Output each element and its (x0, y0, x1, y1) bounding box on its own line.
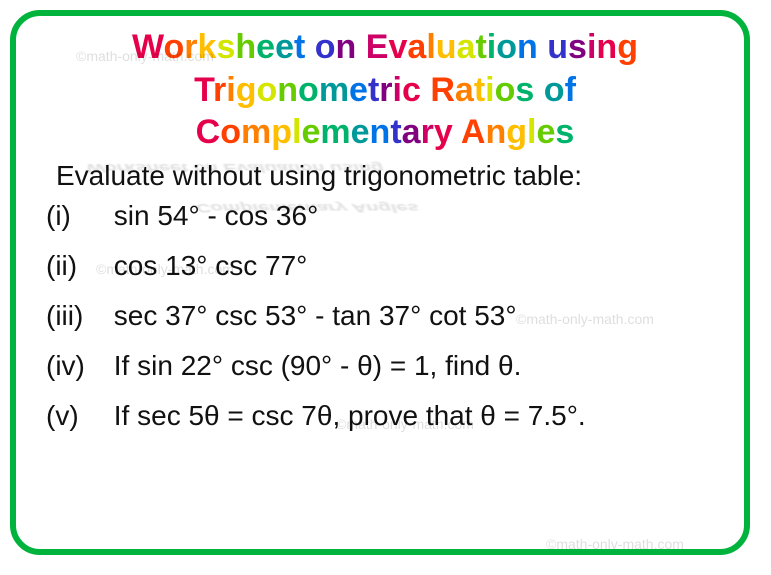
problem-number: (v) (46, 400, 106, 432)
problem-v: (v) If sec 5θ = csc 7θ, prove that θ = 7… (46, 400, 724, 432)
problem-text: If sin 22° csc (90° - θ) = 1, find θ. (114, 350, 522, 381)
worksheet-title: Worksheet on Evaluation using Trigonomet… (46, 26, 724, 154)
title-line-3: Complementary Angles (46, 111, 724, 154)
problem-number: (iv) (46, 350, 106, 382)
problem-iii: (iii) sec 37° csc 53° - tan 37° cot 53° (46, 300, 724, 332)
title-line-1: Worksheet on Evaluation using (46, 26, 724, 69)
instruction-text: Evaluate without using trigonometric tab… (56, 160, 724, 192)
problem-list: (i) sin 54° - cos 36° (ii) cos 13° csc 7… (46, 200, 724, 432)
problem-iv: (iv) If sin 22° csc (90° - θ) = 1, find … (46, 350, 724, 382)
problem-i: (i) sin 54° - cos 36° (46, 200, 724, 232)
problem-text: sin 54° - cos 36° (114, 200, 319, 231)
problem-number: (ii) (46, 250, 106, 282)
watermark-text: ©math-only-math.com (546, 536, 684, 552)
problem-text: cos 13° csc 77° (114, 250, 308, 281)
problem-text: If sec 5θ = csc 7θ, prove that θ = 7.5°. (114, 400, 586, 431)
worksheet-card: Worksheet on Evaluation using Trigonomet… (10, 10, 750, 555)
problem-number: (i) (46, 200, 106, 232)
problem-text: sec 37° csc 53° - tan 37° cot 53° (114, 300, 517, 331)
title-line-2: Trigonometric Ratios of (46, 69, 724, 112)
problem-ii: (ii) cos 13° csc 77° (46, 250, 724, 282)
problem-number: (iii) (46, 300, 106, 332)
